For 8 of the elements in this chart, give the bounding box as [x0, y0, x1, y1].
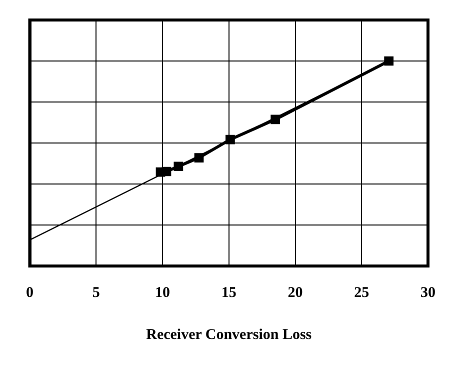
- x-tick-label: 10: [155, 284, 170, 301]
- x-tick-label: 5: [92, 284, 100, 301]
- x-axis-title: Receiver Conversion Loss: [146, 326, 312, 343]
- x-tick-label: 0: [26, 284, 34, 301]
- x-tick-label: 25: [354, 284, 370, 301]
- x-tick-label: 15: [221, 284, 236, 301]
- x-tick-label: 20: [288, 284, 303, 301]
- x-tick-label: 30: [420, 284, 436, 301]
